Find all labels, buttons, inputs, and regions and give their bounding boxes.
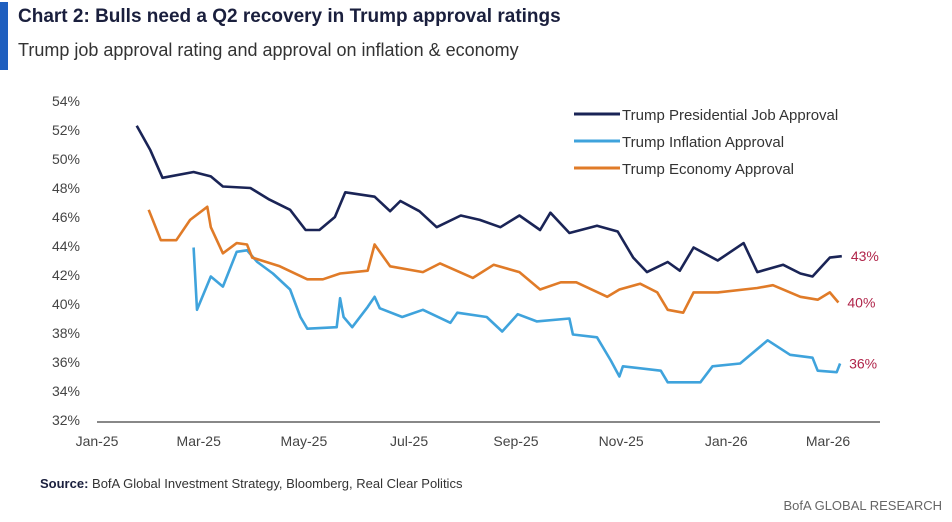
- x-tick-label: Jul-25: [390, 433, 428, 449]
- x-tick-label: Nov-25: [599, 433, 644, 449]
- x-tick-label: Mar-25: [177, 433, 222, 449]
- end-value-label: 40%: [847, 295, 875, 311]
- x-tick-label: Jan-26: [705, 433, 748, 449]
- y-tick-label: 52%: [52, 122, 80, 138]
- y-tick-label: 42%: [52, 267, 80, 283]
- y-tick-label: 34%: [52, 383, 80, 399]
- y-tick-label: 54%: [52, 93, 80, 109]
- source-note: Source: BofA Global Investment Strategy,…: [40, 476, 462, 491]
- source-label: Source:: [40, 476, 89, 491]
- series-line-1: [192, 247, 842, 384]
- brand-label: BofA GLOBAL RESEARCH: [783, 498, 942, 513]
- legend-label: Trump Presidential Job Approval: [622, 107, 838, 124]
- x-tick-label: Jan-25: [76, 433, 119, 449]
- y-tick-label: 46%: [52, 209, 80, 225]
- x-tick-label: Mar-26: [806, 433, 851, 449]
- series-line-2: [147, 205, 840, 315]
- y-tick-label: 40%: [52, 296, 80, 312]
- y-tick-label: 44%: [52, 238, 80, 254]
- series-line-0: [135, 125, 842, 278]
- end-value-label: 36%: [849, 355, 877, 371]
- y-tick-label: 36%: [52, 354, 80, 370]
- legend-label: Trump Economy Approval: [622, 161, 794, 178]
- x-tick-label: May-25: [281, 433, 328, 449]
- end-value-label: 43%: [851, 248, 879, 264]
- chart-title: Chart 2: Bulls need a Q2 recovery in Tru…: [18, 6, 561, 27]
- y-tick-label: 50%: [52, 151, 80, 167]
- chart-subtitle: Trump job approval rating and approval o…: [18, 40, 519, 60]
- y-tick-label: 38%: [52, 325, 80, 341]
- legend-label: Trump Inflation Approval: [622, 134, 784, 151]
- x-tick-label: Sep-25: [493, 433, 538, 449]
- source-text: BofA Global Investment Strategy, Bloombe…: [88, 476, 463, 491]
- y-tick-label: 48%: [52, 180, 80, 196]
- y-tick-label: 32%: [52, 412, 80, 428]
- title-accent-bar: [0, 2, 8, 70]
